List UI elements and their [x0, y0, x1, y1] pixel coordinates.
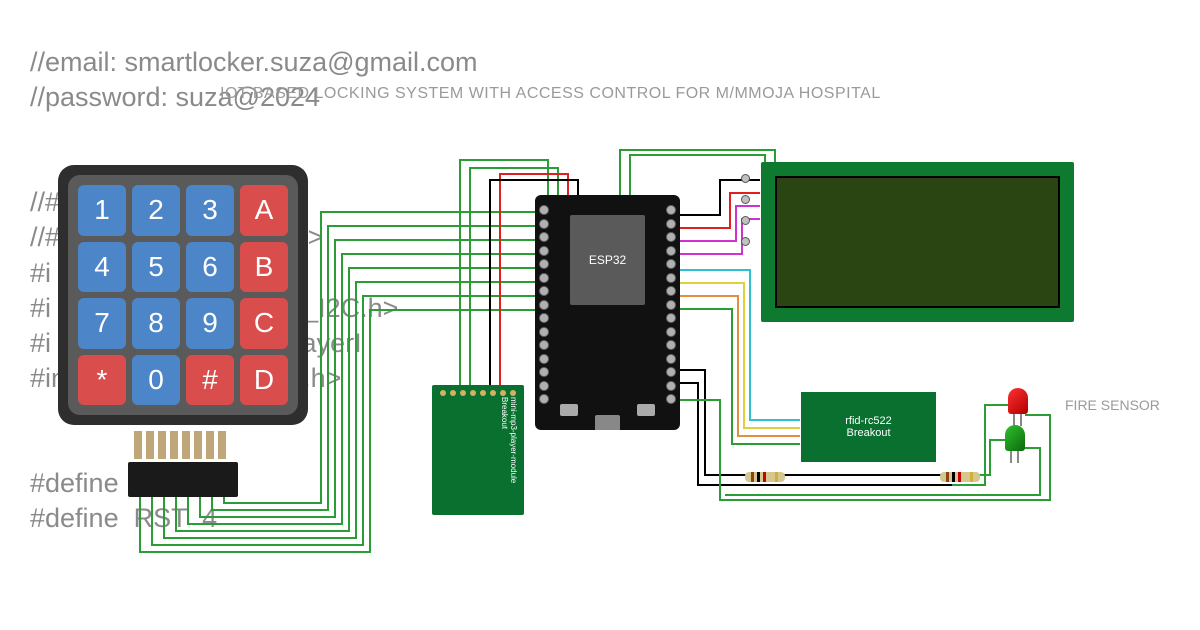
rfid-module: rfid-rc522 Breakout: [801, 392, 936, 462]
keypad-key-4[interactable]: 4: [78, 242, 126, 293]
esp-pin-r14: [666, 394, 676, 404]
keypad-key-5[interactable]: 5: [132, 242, 180, 293]
esp-pin-r1: [666, 219, 676, 229]
fire-sensor-label: FIRE SENSOR: [1065, 397, 1160, 413]
esp-pin-l14: [539, 394, 549, 404]
esp-pin-l3: [539, 246, 549, 256]
lcd-i2c-pins: [741, 174, 759, 246]
esp-pin-l13: [539, 381, 549, 391]
esp32-pins-left: [539, 205, 549, 404]
keypad-key-7[interactable]: 7: [78, 298, 126, 349]
esp-pin-l8: [539, 313, 549, 323]
keypad-module: 123A 456B 789C *0#D: [58, 165, 308, 425]
keypad-key-2[interactable]: 2: [132, 185, 180, 236]
keypad-key-C[interactable]: C: [240, 298, 288, 349]
esp-pin-l2: [539, 232, 549, 242]
esp-pin-l0: [539, 205, 549, 215]
keypad-grid: 123A 456B 789C *0#D: [68, 175, 298, 415]
esp-pin-r11: [666, 354, 676, 364]
esp-pin-l6: [539, 286, 549, 296]
esp32-pins-right: [666, 205, 676, 404]
keypad-key-B[interactable]: B: [240, 242, 288, 293]
page-title: IOT BASED LOCKING SYSTEM WITH ACCESS CON…: [220, 85, 881, 103]
esp32-usb: [595, 415, 620, 430]
keypad-key-A[interactable]: A: [240, 185, 288, 236]
esp-pin-l7: [539, 300, 549, 310]
keypad-key-#[interactable]: #: [186, 355, 234, 406]
led-green: [1005, 425, 1025, 451]
esp-pin-r6: [666, 286, 676, 296]
esp-pin-l4: [539, 259, 549, 269]
esp32-board: ESP32: [535, 195, 680, 430]
esp-pin-l1: [539, 219, 549, 229]
esp-pin-r5: [666, 273, 676, 283]
resistor-2: [940, 472, 980, 482]
keypad-key-8[interactable]: 8: [132, 298, 180, 349]
keypad-key-6[interactable]: 6: [186, 242, 234, 293]
esp-pin-r9: [666, 327, 676, 337]
keypad-key-0[interactable]: 0: [132, 355, 180, 406]
rfid-label: rfid-rc522 Breakout: [845, 415, 891, 439]
esp32-button-boot: [637, 404, 655, 416]
esp32-chip: ESP32: [570, 215, 645, 305]
keypad-key-9[interactable]: 9: [186, 298, 234, 349]
esp-pin-r13: [666, 381, 676, 391]
keypad-key-1[interactable]: 1: [78, 185, 126, 236]
mp3-pins: [440, 390, 516, 396]
esp-pin-r8: [666, 313, 676, 323]
esp32-button-en: [560, 404, 578, 416]
lcd-screen: [775, 176, 1060, 308]
esp-pin-r0: [666, 205, 676, 215]
keypad-connector: [128, 428, 238, 483]
mp3-label: mini-mp3-player-module Breakout: [500, 397, 518, 515]
esp-pin-r4: [666, 259, 676, 269]
esp-pin-l5: [539, 273, 549, 283]
led-red: [1008, 388, 1028, 414]
keypad-key-D[interactable]: D: [240, 355, 288, 406]
esp-pin-l9: [539, 327, 549, 337]
mp3-module: mini-mp3-player-module Breakout: [432, 385, 524, 515]
lcd-display: [761, 162, 1074, 322]
keypad-key-3[interactable]: 3: [186, 185, 234, 236]
esp-pin-l10: [539, 340, 549, 350]
esp-pin-l12: [539, 367, 549, 377]
esp-pin-r10: [666, 340, 676, 350]
esp-pin-r7: [666, 300, 676, 310]
esp-pin-r3: [666, 246, 676, 256]
esp-pin-r12: [666, 367, 676, 377]
esp-pin-l11: [539, 354, 549, 364]
esp-pin-r2: [666, 232, 676, 242]
keypad-key-*[interactable]: *: [78, 355, 126, 406]
resistor-1: [745, 472, 785, 482]
